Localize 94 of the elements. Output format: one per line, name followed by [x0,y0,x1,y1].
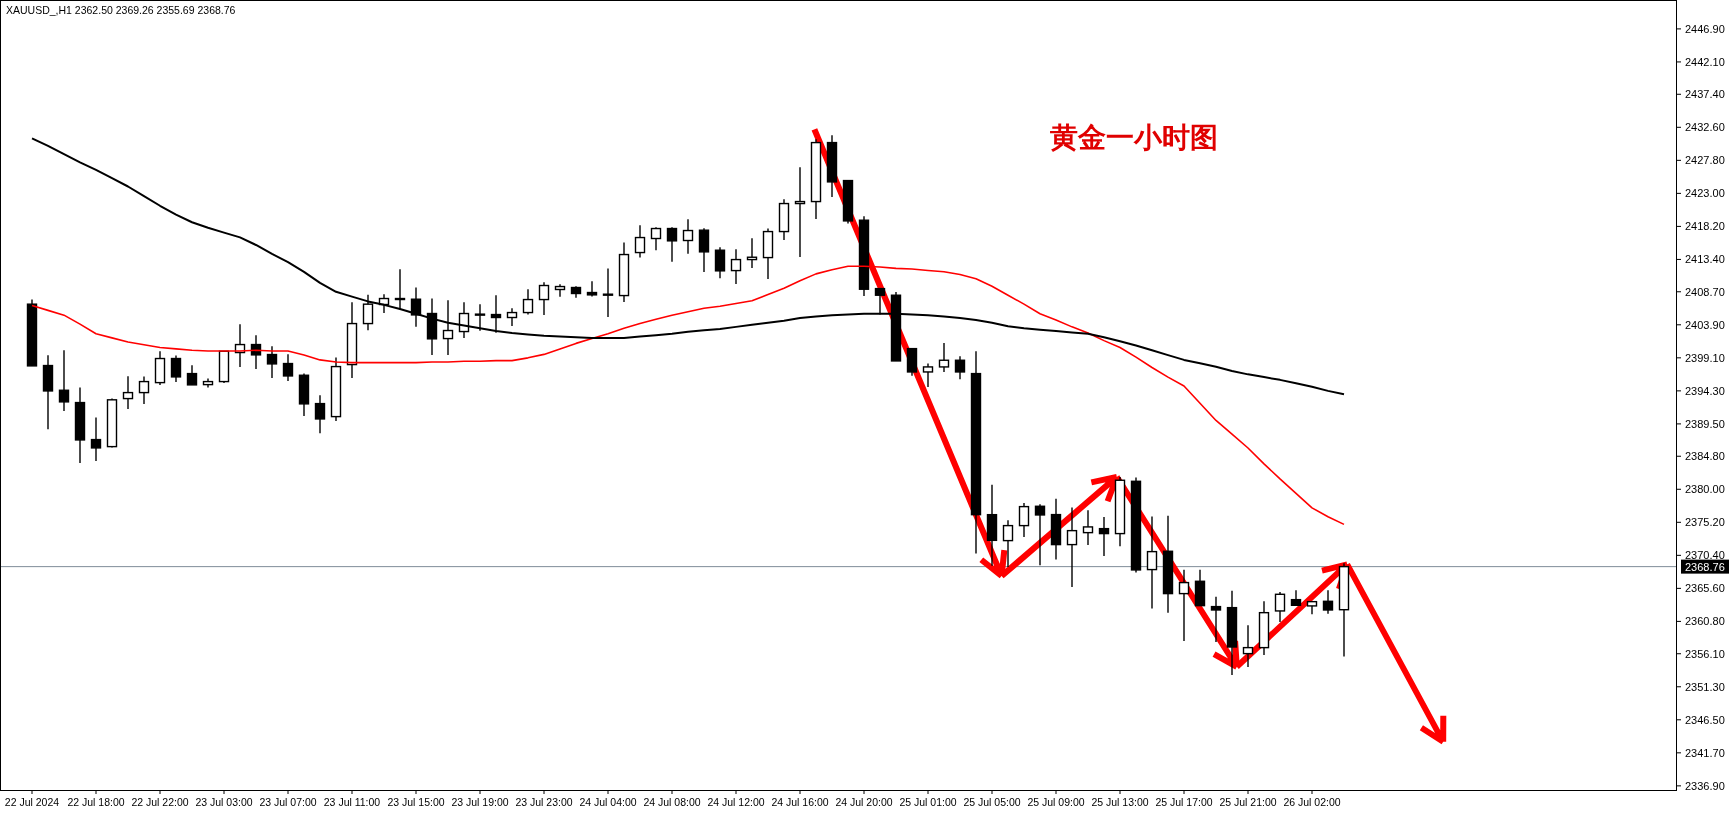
y-tick-label: 2384.80 [1685,450,1725,463]
y-tick-label: 2346.50 [1685,713,1725,726]
x-tick-label: 24 Jul 04:00 [579,796,637,808]
candlestick [954,355,966,380]
candlestick [682,218,694,255]
x-tick-label: 22 Jul 2024 [4,796,60,808]
y-tick-label: 2394.30 [1685,384,1725,397]
candlestick [1034,503,1046,567]
candlestick [1066,506,1078,588]
line-series [31,265,1345,526]
candlestick [730,248,742,285]
candlestick [266,345,278,379]
x-tick-label: 22 Jul 18:00 [67,796,125,808]
x-tick-label: 23 Jul 19:00 [451,796,509,808]
candlestick [474,303,486,332]
x-tick-label: 24 Jul 12:00 [707,796,765,808]
candlestick [314,394,326,434]
candlestick [250,334,262,370]
candlestick [554,283,566,298]
candlestick [490,294,502,334]
y-tick-label: 2389.50 [1685,417,1725,430]
y-tick-label: 2360.80 [1685,615,1725,628]
candlestick [1178,568,1190,642]
candlestick [1242,624,1254,668]
candlestick [906,347,918,377]
x-tick-label: 25 Jul 17:00 [1155,796,1213,808]
y-tick-label: 2442.10 [1685,55,1725,68]
candlestick [282,353,294,382]
y-tick-label: 2351.30 [1685,680,1725,693]
y-tick-label: 2336.90 [1685,779,1725,792]
candlestick [506,307,518,327]
x-tick-label: 25 Jul 21:00 [1219,796,1277,808]
y-tick-label: 2408.70 [1685,285,1725,298]
y-tick-label: 2356.10 [1685,647,1725,660]
candlestick [1082,509,1094,546]
candlestick [602,267,614,318]
candlestick [666,226,678,263]
x-tick-label: 25 Jul 09:00 [1027,796,1085,808]
x-tick-label: 25 Jul 05:00 [963,796,1021,808]
x-tick-label: 23 Jul 07:00 [259,796,317,808]
candlestick [586,280,598,298]
x-tick-label: 22 Jul 22:00 [131,796,189,808]
x-tick-label: 23 Jul 11:00 [323,796,381,808]
y-tick-label: 2380.00 [1685,483,1725,496]
candlestick [1002,519,1014,568]
x-tick-label: 23 Jul 15:00 [387,796,445,808]
x-tick-label: 24 Jul 08:00 [643,796,701,808]
chart-subtitle: XAUUSD_,H1 2362.50 2369.26 2355.69 2368.76 [6,4,236,16]
y-tick-label: 2399.10 [1685,351,1725,364]
candlestick [170,354,182,383]
y-tick-label: 2446.90 [1685,22,1725,35]
x-tick-label: 26 Jul 02:00 [1283,796,1341,808]
candlestick [922,362,934,388]
x-tick-label: 25 Jul 13:00 [1091,796,1149,808]
candlestick [186,364,198,386]
ref-line-label: 2368.76 [1685,560,1725,573]
candlestick [138,375,150,405]
y-tick-label: 2427.80 [1685,154,1725,167]
candlestick [714,246,726,279]
candlestick [698,227,710,273]
y-tick-label: 2365.60 [1685,582,1725,595]
x-tick-label: 24 Jul 20:00 [835,796,893,808]
candlestick [58,349,70,412]
candlestick [90,416,102,462]
y-tick-label: 2370.40 [1685,549,1725,562]
candlestick [1146,515,1158,610]
candlestick [874,287,886,316]
text: 黄金一小时图 [1049,122,1218,153]
candlestick [1098,516,1110,557]
x-tick-label: 25 Jul 01:00 [899,796,957,808]
x-tick-label: 23 Jul 23:00 [515,796,573,808]
candlestick [1210,595,1222,643]
candlestick [634,224,646,259]
y-tick-label: 2375.20 [1685,516,1725,529]
candlestick [1018,502,1030,538]
candlestick [794,166,806,258]
candlestick [1274,591,1286,623]
y-tick-label: 2437.40 [1685,88,1725,101]
candlestick [122,375,134,410]
x-tick-label: 24 Jul 16:00 [771,796,829,808]
candlestick [938,342,950,373]
y-tick-label: 2403.90 [1685,318,1725,331]
y-tick-label: 2432.60 [1685,121,1725,134]
candlestick [538,281,550,316]
candlestick [362,294,374,331]
y-tick-label: 2413.40 [1685,253,1725,266]
candlestick [522,288,534,316]
y-tick-label: 2418.20 [1685,220,1725,233]
candlestick [650,226,662,251]
candlestick [1322,589,1334,615]
candlestick [442,299,454,356]
x-tick-label: 23 Jul 03:00 [195,796,253,808]
y-tick-label: 2341.70 [1685,746,1725,759]
y-tick-label: 2423.00 [1685,187,1725,200]
